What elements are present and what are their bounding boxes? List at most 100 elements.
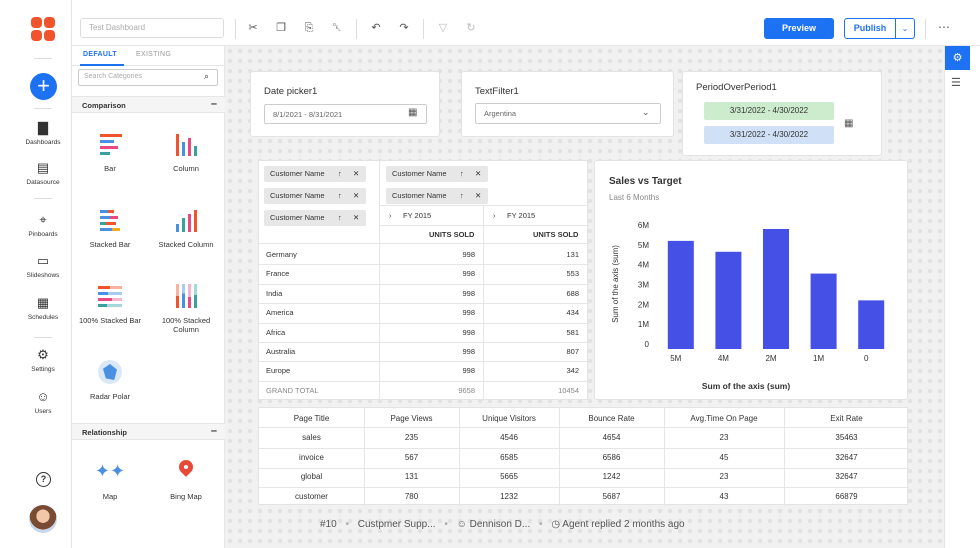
app-logo [31, 17, 55, 41]
dashboard-canvas: Date picker1 8/1/2021 - 8/31/2021 ▦ Text… [225, 46, 944, 548]
close-icon[interactable]: ✕ [475, 191, 482, 200]
calendar-icon[interactable]: ▦ [844, 118, 854, 129]
undo-icon[interactable]: ↶ [371, 22, 381, 34]
row-field-chip[interactable]: Customer Name ↑ ✕ [264, 166, 366, 182]
filter-icon[interactable]: ▽ [438, 22, 448, 34]
nav-pinboards[interactable]: ⌖ Pinboards [14, 212, 72, 238]
cell-value: 807 [566, 347, 579, 356]
bar-chart: 0 1M 2M 3M 4M 5M 6M 5M 4M 2M 1M 0 Sum of the axis (s… [611, 221, 885, 391]
nav-settings[interactable]: ⚙ Settings [14, 347, 72, 373]
column-header: UNITS SOLD [429, 230, 475, 239]
chart-subtitle: Last 6 Months [609, 193, 660, 202]
database-icon[interactable]: ☰ [951, 77, 961, 89]
sort-icon[interactable]: ↑ [338, 191, 342, 200]
ticket-id: #10 [320, 519, 337, 530]
nav-slideshows[interactable]: ▭ Slideshows [14, 253, 72, 279]
cut-icon[interactable]: ✂ [248, 22, 258, 34]
dashboard-name-input[interactable]: Test Dashboard [80, 18, 224, 38]
widget-stacked-bar[interactable]: Stacked Bar [72, 208, 148, 249]
avatar[interactable] [29, 505, 57, 533]
collapse-icon[interactable]: – [210, 98, 217, 110]
cell-value: 581 [566, 327, 579, 337]
widget-label: Bar [104, 164, 116, 173]
widget-bar[interactable]: Bar [72, 132, 148, 173]
section-comparison[interactable]: Comparison – [72, 96, 225, 113]
column-field-chip[interactable]: Customer Name ↑ ✕ [386, 166, 488, 182]
help-icon[interactable]: ? [36, 472, 51, 487]
nav-users[interactable]: ☺ Users [14, 389, 72, 415]
expand-icon[interactable]: › [493, 211, 496, 220]
ticket-footer: #10 • Custpmer Supp... • ☺ Dennison D...… [320, 519, 685, 530]
table-cell: 23 [719, 433, 729, 442]
add-button[interactable]: + [30, 73, 57, 100]
sort-icon[interactable]: ↑ [460, 191, 464, 200]
refresh-icon[interactable]: ↻ [466, 22, 476, 34]
more-icon[interactable]: ⋯ [938, 20, 950, 34]
ticket-user[interactable]: Dennison D... [469, 519, 531, 530]
sort-icon[interactable]: ↑ [460, 169, 464, 178]
ticket-subject[interactable]: Custpmer Supp... [357, 519, 436, 530]
text-filter-widget[interactable]: TextFilter1 Argentina ⌄ [461, 71, 674, 137]
user-icon: ☺ [456, 519, 467, 530]
collapse-icon[interactable]: – [210, 425, 217, 437]
sort-icon[interactable]: ↑ [338, 169, 342, 178]
widget-100-stacked-bar[interactable]: 100% Stacked Bar [72, 284, 148, 325]
cell-value: 342 [566, 366, 579, 376]
row-label: Europe [266, 366, 291, 376]
date-picker-widget[interactable]: Date picker1 8/1/2021 - 8/31/2021 ▦ [250, 71, 440, 137]
tab-existing[interactable]: EXISTING [136, 51, 172, 58]
close-icon[interactable]: ✕ [353, 213, 360, 222]
row-field-chip[interactable]: Customer Name ↑ ✕ [264, 188, 366, 204]
widget-label: Map [102, 492, 118, 501]
redo-icon[interactable]: ↷ [399, 22, 409, 34]
percent-stacked-bar-icon [98, 284, 122, 308]
bar-chart-icon: ▇ [38, 120, 48, 135]
table-cell: 6586 [602, 452, 621, 462]
period-1-range[interactable]: 3/31/2022 - 4/30/2022 [704, 102, 834, 120]
delete-icon[interactable]: ␡ [332, 22, 342, 34]
table-cell: 567 [404, 452, 419, 462]
preview-button[interactable]: Preview [764, 18, 834, 39]
database-icon: ▤ [36, 160, 50, 175]
close-icon[interactable]: ✕ [353, 169, 360, 178]
pivot-grid: Customer Name ↑ ✕ Customer Name ↑ ✕ Customer… [258, 160, 589, 401]
close-icon[interactable]: ✕ [475, 169, 482, 178]
table-cell: 131 [404, 472, 419, 481]
calendar-icon[interactable]: ▦ [408, 107, 418, 118]
widget-column[interactable]: Column [148, 132, 224, 173]
row-field-chip[interactable]: Customer Name ↑ ✕ [264, 210, 366, 226]
nav-schedules[interactable]: ▦ Schedules [14, 295, 72, 321]
paste-icon[interactable]: ⎘ [304, 22, 314, 34]
chevron-down-icon[interactable]: ⌄ [642, 107, 650, 117]
tab-default[interactable]: DEFAULT [83, 51, 117, 58]
widget-radar-polar[interactable]: Radar Polar [72, 360, 148, 401]
bar-chart-widget[interactable]: Sales vs Target Last 6 Months 0 1M 2M 3M 4M 5… [594, 160, 908, 400]
widget-100-stacked-column[interactable]: 100% Stacked Column [148, 284, 224, 334]
ticket-status: Agent replied 2 months ago [562, 519, 685, 530]
period-over-period-widget[interactable]: PeriodOverPeriod1 3/31/2022 - 4/30/2022 … [682, 71, 882, 156]
cell-value: 434 [566, 308, 579, 318]
nav-datasource[interactable]: ▤ Datasource [14, 160, 72, 186]
text-filter-select[interactable]: Argentina [475, 103, 661, 124]
column-field-chip[interactable]: Customer Name ↑ ✕ [386, 188, 488, 204]
date-range-input[interactable]: 8/1/2021 - 8/31/2021 [264, 104, 427, 124]
bar [810, 273, 837, 349]
y-tick-label: 4M [638, 261, 649, 270]
search-input[interactable]: Search Categories [78, 69, 218, 86]
sort-icon[interactable]: ↑ [338, 213, 342, 222]
period-2-range[interactable]: 3/31/2022 - 4/30/2022 [704, 126, 834, 144]
close-icon[interactable]: ✕ [353, 191, 360, 200]
widget-label: Bing Map [170, 492, 202, 501]
cell-value: 10454 [558, 385, 579, 395]
copy-icon[interactable]: ❐ [276, 22, 286, 34]
column-header: Exit Rate [830, 414, 863, 423]
gear-icon[interactable]: ⚙ [945, 46, 970, 70]
publish-button[interactable]: Publish [844, 18, 896, 39]
expand-icon[interactable]: › [389, 211, 392, 220]
nav-dashboards[interactable]: ▇ Dashboards [14, 120, 72, 146]
chevron-down-icon[interactable]: ⌄ [896, 18, 915, 39]
widget-map[interactable]: ✦✦ Map [72, 460, 148, 501]
widget-bing-map[interactable]: Bing Map [148, 457, 224, 501]
section-relationship[interactable]: Relationship – [72, 423, 225, 440]
widget-stacked-column[interactable]: Stacked Column [148, 208, 224, 249]
